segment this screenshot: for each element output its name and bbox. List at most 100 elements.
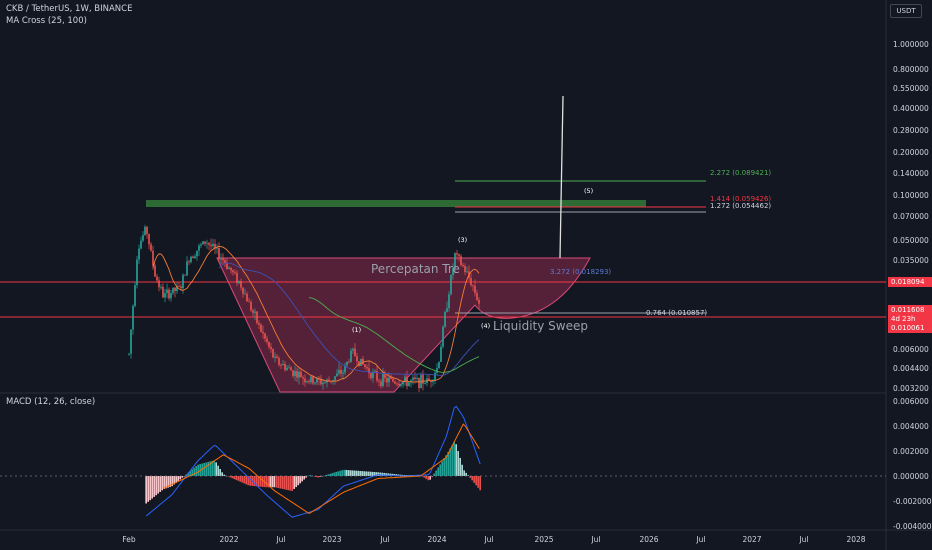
macd-histogram-bar [381, 472, 383, 476]
candle-body [284, 363, 286, 370]
ma-long-line [308, 297, 480, 373]
time-axis-label: Jul [590, 535, 600, 544]
macd-histogram-bar [231, 476, 233, 479]
candle-body [128, 353, 130, 355]
candle-body [148, 233, 150, 245]
macd-histogram-bar [285, 476, 287, 490]
candle-body [322, 382, 324, 385]
macd-histogram-bar [341, 470, 343, 476]
macd-histogram-bar [431, 476, 433, 477]
candle-body [334, 376, 336, 381]
candle-body [208, 242, 210, 245]
indicator-ma-label[interactable]: MA Cross (25, 100) [6, 16, 87, 26]
macd-histogram-bar [457, 451, 459, 476]
candle-body [160, 286, 162, 288]
candle-body [408, 382, 410, 387]
macd-histogram-bar [147, 476, 149, 502]
macd-histogram-bar [391, 473, 393, 476]
candle-body [250, 301, 252, 311]
candle-body [172, 287, 174, 294]
macd-histogram-bar [315, 476, 317, 478]
macd-tick-label: 0.004000 [893, 422, 929, 431]
time-axis-labels: Feb 2022 Jul 2023 Jul 2024 Jul 2025 Jul 2026 Jul 20… [122, 535, 865, 544]
macd-histogram-bar [175, 476, 177, 483]
macd-histogram-bar [169, 476, 171, 487]
macd-histogram-bar [353, 470, 355, 476]
candle-body [352, 348, 354, 351]
indicator-macd-label[interactable]: MACD (12, 26, close) [6, 397, 96, 407]
macd-histogram-bar [249, 476, 251, 486]
candle-body [246, 293, 248, 302]
candle-body [174, 287, 176, 292]
projection-line[interactable] [559, 95, 564, 259]
candle-body [312, 376, 314, 384]
wave-label-5: (5) [584, 187, 593, 195]
currency-button[interactable]: USDT [890, 4, 922, 18]
candle-body [448, 294, 450, 309]
price-tick-label: 0.035000 [893, 256, 929, 265]
macd-histogram-bar [369, 471, 371, 476]
macd-histogram-bar [445, 455, 447, 476]
candle-body [424, 382, 426, 384]
macd-histogram-bar [307, 475, 309, 477]
candle-body [258, 323, 260, 325]
macd-histogram-bar [201, 463, 203, 476]
candle-body [404, 376, 406, 383]
macd-histogram-bar [303, 476, 305, 480]
badge-countdown: 4d 23h [888, 314, 932, 324]
macd-histogram-bar [339, 470, 341, 476]
macd-histogram-bar [157, 476, 159, 494]
macd-histogram-bar [255, 476, 257, 487]
macd-histogram-bar [187, 472, 189, 476]
candle-body [264, 333, 266, 339]
macd-histogram-bar [367, 471, 369, 476]
macd-histogram-bar [295, 476, 297, 488]
candle-body [226, 263, 228, 269]
macd-histogram-bar [193, 467, 195, 476]
time-axis-label: 2024 [427, 535, 446, 544]
candle-body [234, 272, 236, 274]
macd-histogram-bar [167, 476, 169, 488]
candle-body [214, 243, 216, 249]
candle-body [460, 256, 462, 266]
price-tick-label: 0.140000 [893, 169, 929, 178]
time-axis-label: 2026 [639, 535, 658, 544]
macd-histogram-bar [387, 473, 389, 476]
candle-body [464, 266, 466, 273]
candle-body [182, 274, 184, 289]
time-axis-label: Jul [695, 535, 705, 544]
macd-histogram-bar [279, 476, 281, 489]
price-tick-label: 1.000000 [893, 40, 929, 49]
candle-body [324, 382, 326, 384]
candle-body [390, 377, 392, 379]
supply-zone[interactable] [146, 200, 646, 207]
macd-histogram-bar [203, 463, 205, 476]
macd-histogram-bar [243, 476, 245, 484]
macd-histogram-bar [145, 476, 147, 504]
symbol-title[interactable]: CKB / TetherUS, 1W, BINANCE [6, 4, 133, 14]
macd-histogram-bar [429, 476, 431, 480]
candle-body [158, 280, 160, 288]
candle-body [310, 376, 312, 383]
candle-body [398, 383, 400, 386]
candle-body [342, 372, 344, 374]
candle-body [354, 348, 356, 357]
candle-body [248, 301, 250, 303]
price-tick-label: 0.025000 [893, 0, 929, 2]
candle-body [376, 371, 378, 381]
ma-slow-line [218, 262, 480, 376]
candle-body [440, 346, 442, 362]
candle-body [458, 254, 460, 257]
macd-histogram-bar [357, 470, 359, 476]
candle-body [370, 373, 372, 379]
price-axis-ticks: 1.000000 0.800000 0.550000 0.400000 0.280000… [893, 0, 929, 393]
candle-body [462, 265, 464, 267]
fib-label-0764: 0.764 (0.010857) [646, 309, 707, 317]
macd-histogram-bar [287, 476, 289, 491]
candle-body [194, 256, 196, 259]
macd-histogram-bar [269, 476, 271, 488]
candle-body [336, 373, 338, 377]
price-tick-label: 0.200000 [893, 148, 929, 157]
candle-body [256, 311, 258, 324]
